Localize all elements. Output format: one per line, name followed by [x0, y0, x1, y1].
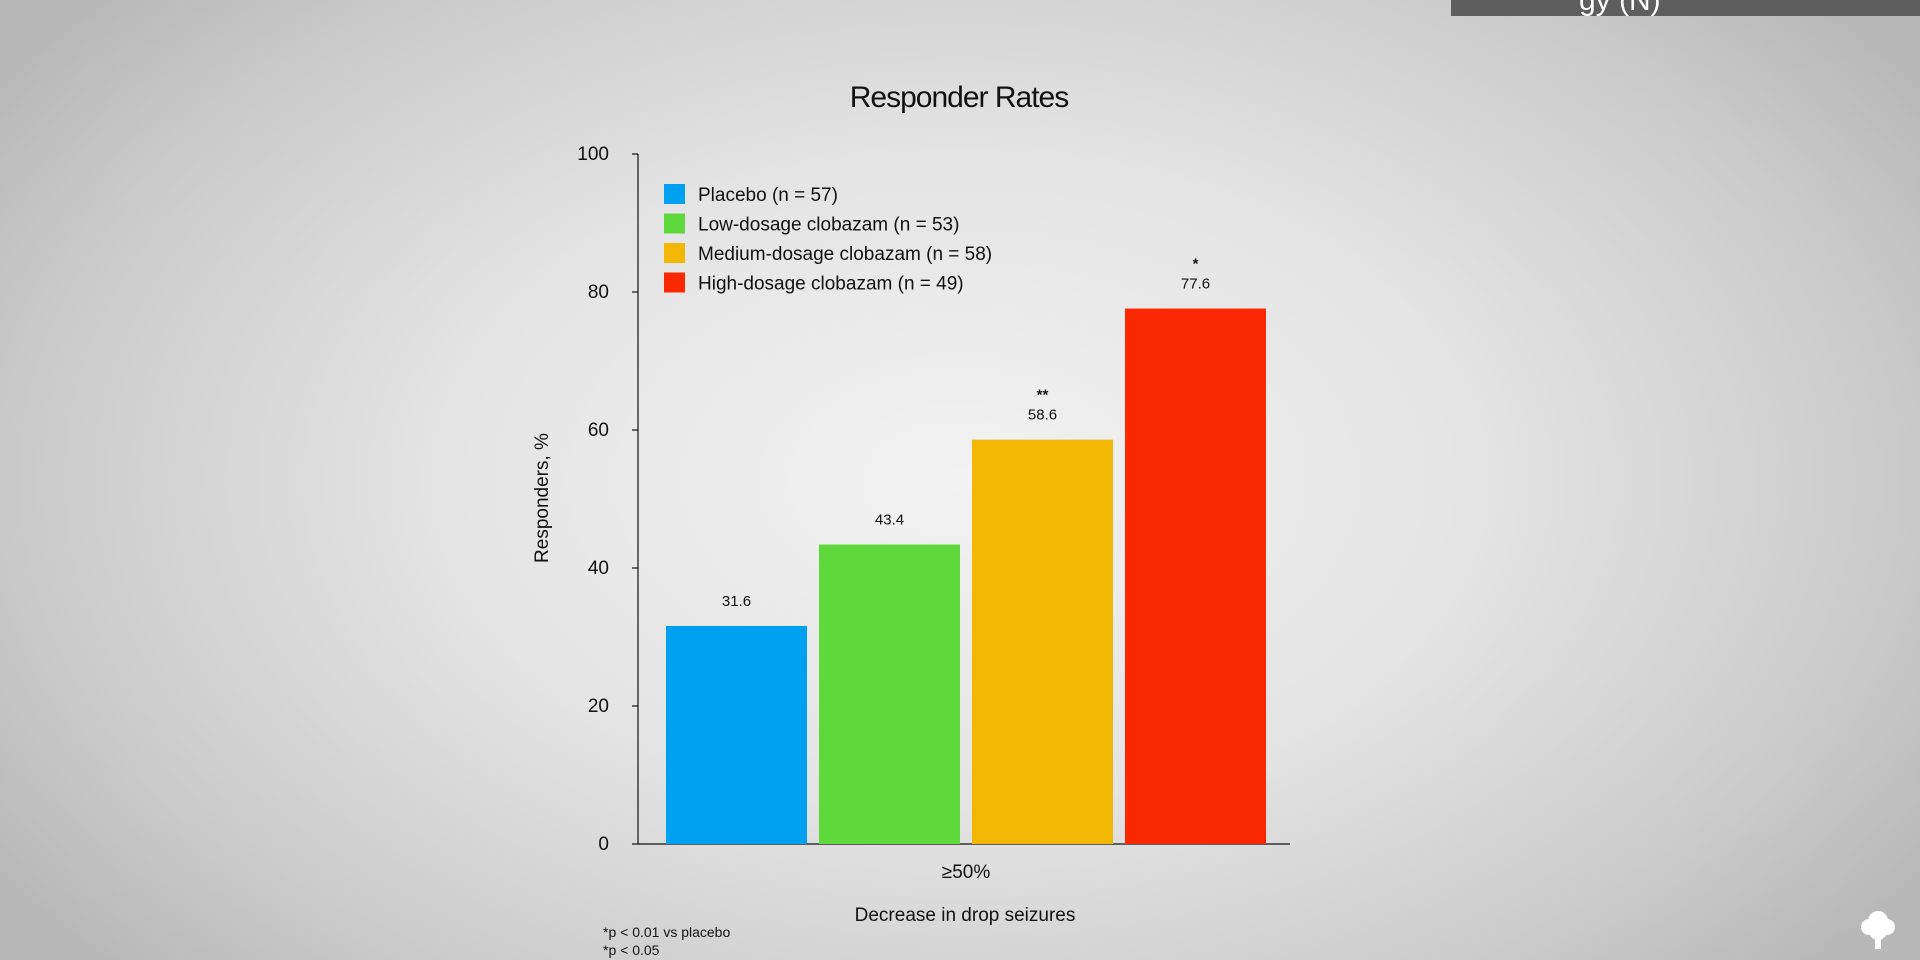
legend-label: Low-dosage clobazam (n = 53): [698, 215, 959, 236]
y-tick-label: 100: [577, 144, 609, 165]
top-banner: gy (N): [1451, 0, 1920, 16]
data-label: 31.6: [722, 593, 751, 610]
footnote-1: *p < 0.01 vs placebo: [603, 924, 730, 940]
significance-marker: *: [1193, 256, 1199, 273]
legend-swatch: [664, 243, 685, 263]
tree-logo-icon: [1861, 911, 1895, 949]
legend: Placebo (n = 57) Low-dosage clobazam (n =…: [664, 184, 992, 295]
y-tick-label: 60: [588, 420, 609, 441]
legend-swatch: [664, 184, 685, 204]
data-label: 58.6: [1028, 407, 1057, 424]
bars: 31.6 43.4 58.6 ** 77.6 *: [666, 256, 1266, 844]
bar-2: [819, 544, 960, 844]
data-label: 77.6: [1181, 276, 1210, 293]
significance-marker: **: [1037, 387, 1049, 404]
y-tick-label: 80: [588, 282, 609, 303]
banner-text: gy (N): [1579, 0, 1661, 16]
x-tick-label: ≥50%: [942, 862, 991, 883]
legend-label: High-dosage clobazam (n = 49): [698, 274, 964, 295]
y-tick-label: 40: [588, 558, 609, 579]
legend-label: Medium-dosage clobazam (n = 58): [698, 244, 992, 265]
bar-3: [972, 439, 1113, 844]
data-label: 43.4: [875, 512, 904, 529]
bar-1: [666, 625, 807, 844]
legend-swatch: [664, 213, 685, 234]
legend-swatch: [664, 272, 685, 293]
legend-label: Placebo (n = 57): [698, 185, 838, 206]
y-tick-label: 20: [588, 696, 609, 717]
y-tick-label: 0: [598, 834, 609, 855]
bar-4: [1125, 308, 1266, 844]
footnote-2: *p < 0.05: [603, 942, 660, 958]
y-axis-label: Responders, %: [532, 433, 553, 563]
x-axis-label: Decrease in drop seizures: [855, 905, 1076, 926]
chart-title: Responder Rates: [850, 81, 1068, 114]
